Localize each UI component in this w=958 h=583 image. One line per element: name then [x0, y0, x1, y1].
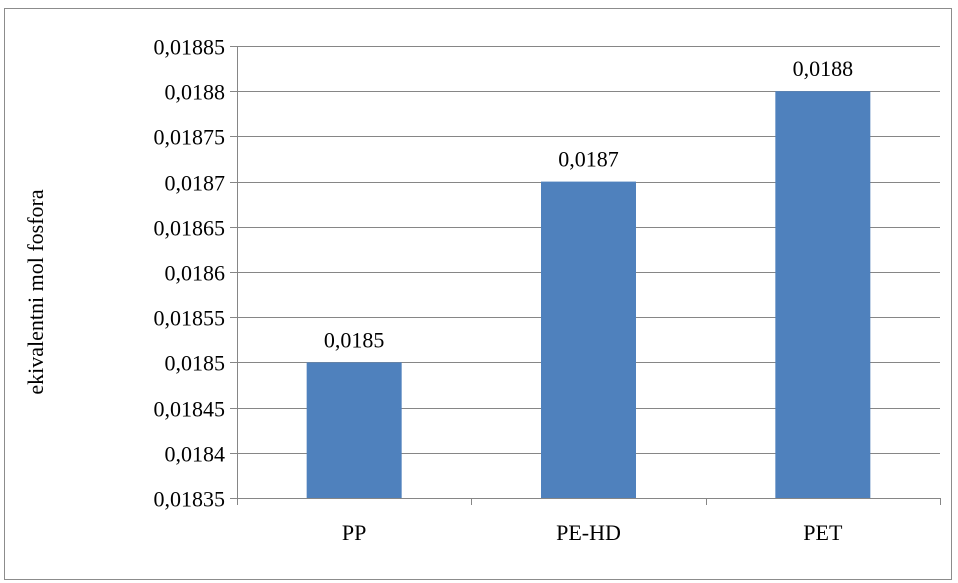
y-axis-title: ekivalentni mol fosfora [23, 189, 48, 395]
x-tick-label: PET [803, 520, 843, 545]
x-axis-labels: PP PE-HD PET [342, 520, 843, 545]
y-tick-label: 0,01835 [154, 487, 226, 512]
y-tick-label: 0,01885 [154, 35, 226, 60]
data-label: 0,0187 [558, 147, 619, 172]
bars [306, 91, 871, 498]
data-label: 0,0185 [324, 327, 385, 352]
y-tick-label: 0,01875 [154, 125, 226, 150]
y-tick-label: 0,0187 [165, 171, 226, 196]
bar-pet [775, 91, 871, 498]
y-tick-label: 0,01865 [154, 216, 226, 241]
x-tick-label: PE-HD [556, 520, 621, 545]
axes [237, 46, 941, 505]
bar-pe-hd [541, 181, 636, 498]
x-tick-label: PP [342, 520, 366, 545]
data-label: 0,0188 [793, 56, 854, 81]
y-tick-label: 0,01845 [154, 397, 226, 422]
y-tick-label: 0,0184 [165, 442, 226, 467]
y-axis-ticks: 0,01835 0,0184 0,01845 0,0185 0,01855 0,0186 0… [154, 35, 237, 512]
y-tick-label: 0,0186 [165, 261, 226, 286]
y-tick-label: 0,0185 [165, 351, 226, 376]
bar-pp [306, 362, 402, 498]
y-tick-label: 0,01855 [154, 306, 226, 331]
y-tick-label: 0,0188 [165, 80, 226, 105]
data-labels: 0,0185 0,0187 0,0188 [324, 56, 853, 352]
